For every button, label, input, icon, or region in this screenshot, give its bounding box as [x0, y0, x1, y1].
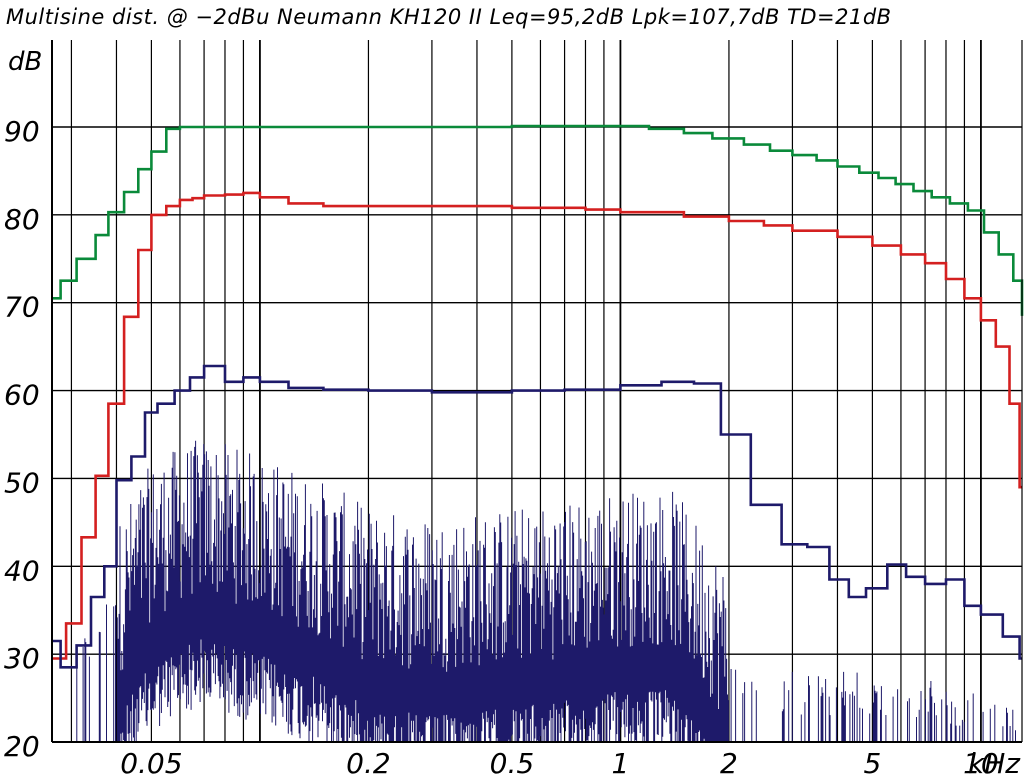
- y-tick-label: 50: [4, 466, 40, 499]
- y-tick-label: 20: [4, 730, 40, 763]
- y-axis-label: dB: [8, 47, 42, 77]
- y-tick-label: 40: [4, 554, 40, 587]
- y-tick-label: 60: [4, 379, 40, 412]
- x-tick-label: 0.05: [120, 747, 182, 777]
- x-tick-label: 2: [720, 747, 738, 777]
- step-series-line-2: [52, 191, 1022, 660]
- x-tick-label: 5: [863, 747, 881, 777]
- y-tick-label: 90: [4, 115, 40, 148]
- chart-title: Multisine dist. @ −2dBu Neumann KH120 II…: [6, 5, 892, 29]
- distortion-spectrum-trace: [76, 440, 1016, 742]
- x-tick-label: 0.2: [346, 747, 391, 777]
- y-tick-label: 30: [4, 642, 40, 675]
- x-tick-label: 1: [612, 747, 630, 777]
- step-series-line-1: [52, 124, 1024, 316]
- series-layer: [52, 124, 1024, 742]
- x-axis-label: kHz: [968, 747, 1021, 777]
- x-tick-label: 0.5: [490, 747, 535, 777]
- y-tick-label: 80: [4, 203, 40, 236]
- step-series-line-3: [52, 364, 1022, 669]
- frame-layer: [51, 40, 1023, 743]
- y-tick-label: 70: [4, 291, 40, 324]
- x-tick-label: 10: [963, 747, 999, 777]
